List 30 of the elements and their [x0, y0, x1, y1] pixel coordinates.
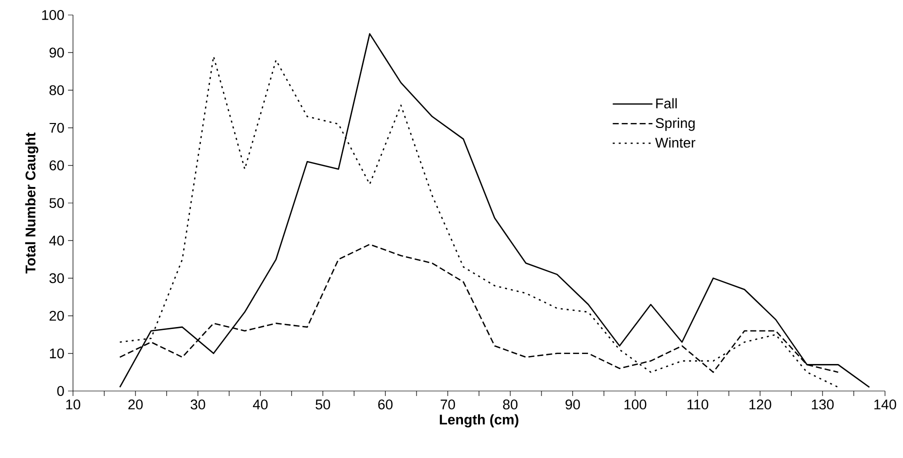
y-tick-label: 80 [50, 85, 64, 96]
x-tick-label: 20 [128, 400, 143, 410]
legend-label: Winter [655, 137, 696, 148]
y-tick-label: 100 [42, 10, 64, 20]
x-tick-label: 130 [812, 400, 834, 410]
y-tick-label: 90 [50, 48, 64, 58]
x-tick-label: 70 [440, 400, 456, 410]
y-tick-label: 40 [49, 236, 64, 246]
x-tick-label: 140 [874, 400, 896, 410]
x-tick-label: 40 [252, 400, 268, 410]
x-tick-label: 90 [566, 400, 580, 410]
x-tick-label: 10 [66, 400, 80, 410]
x-tick-label: 120 [749, 400, 772, 410]
x-tick-label: 80 [503, 400, 518, 410]
x-tick-label: 60 [378, 400, 393, 410]
y-tick-label: 20 [50, 310, 64, 321]
x-tick-label: 30 [190, 400, 206, 410]
y-tick-label: 50 [49, 198, 64, 208]
x-tick-label: 100 [624, 400, 646, 410]
y-tick-label: 30 [49, 273, 64, 284]
x-tick-label: 50 [316, 400, 330, 410]
y-tick-label: 70 [50, 122, 64, 133]
legend-label: Spring [656, 118, 695, 131]
y-tick-label: 0 [57, 386, 64, 396]
y-axis-title: Total Number Caught [25, 132, 38, 274]
x-tick-label: 110 [688, 400, 708, 410]
x-axis-title: Length (cm) [440, 414, 518, 428]
y-tick-label: 10 [50, 348, 64, 358]
legend-label: Fall [656, 98, 677, 108]
y-tick-label: 60 [50, 160, 64, 170]
